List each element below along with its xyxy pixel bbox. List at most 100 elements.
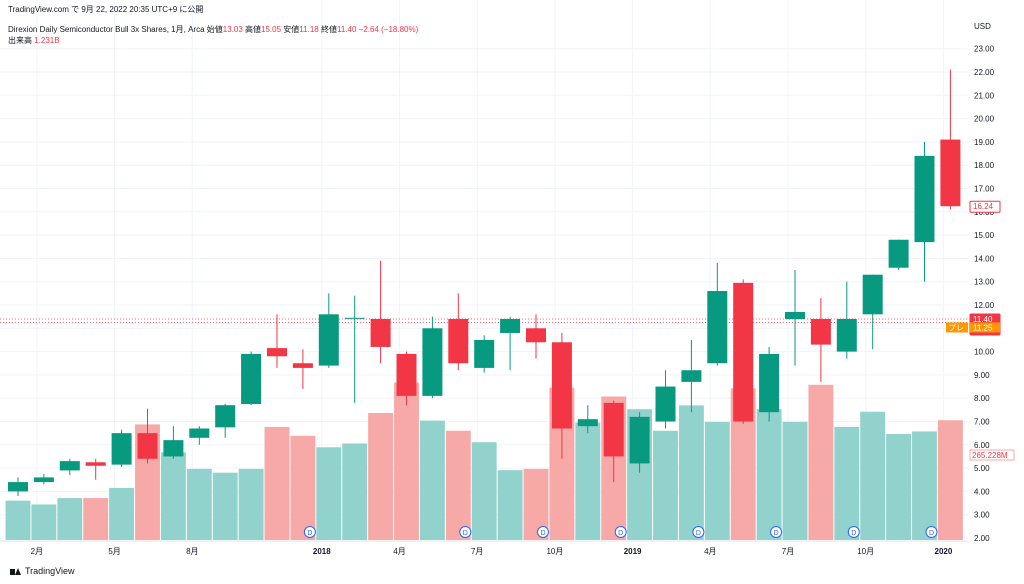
price-axis[interactable]: 23.0022.0021.0020.0019.0018.0017.0016.00… <box>968 0 1024 584</box>
volume-bar <box>264 426 290 540</box>
candle-body <box>318 314 339 366</box>
premarket-label-box <box>946 322 968 333</box>
time-tick-label: 10月 <box>857 547 874 556</box>
volume-bar <box>912 431 937 540</box>
close-label: 終値 <box>320 25 337 34</box>
price-tick-label: 3.00 <box>974 511 990 520</box>
candle-body <box>836 318 857 352</box>
volume-bar <box>394 382 419 540</box>
dividend-marker-icon <box>847 526 860 538</box>
candle-body <box>785 311 805 319</box>
volume-label[interactable]: 出来高 <box>8 36 32 45</box>
candle-body <box>810 318 831 345</box>
currency-label: USD <box>974 22 991 31</box>
volume-bar <box>445 430 471 540</box>
time-tick-label: 10月 <box>546 547 563 556</box>
price-tick-label: 18.00 <box>974 161 995 170</box>
candle-body <box>8 482 28 492</box>
price-tick-label: 22.00 <box>974 68 995 77</box>
price-tick-label: 5.00 <box>974 464 990 473</box>
candle-body <box>603 402 624 457</box>
volume-bar <box>212 472 238 540</box>
volume-bar <box>678 405 704 540</box>
volume-legend: 出来高 1.231B <box>8 35 60 46</box>
volume-bar <box>109 487 135 540</box>
dividend-marker-label: D <box>696 530 701 537</box>
price-tick-label: 14.00 <box>974 254 995 263</box>
candle-body <box>888 239 909 268</box>
volume-bar <box>937 420 963 540</box>
tradingview-watermark: TradingView <box>10 566 75 576</box>
candle-body <box>914 155 935 243</box>
time-tick-label: 2018 <box>313 547 331 556</box>
price-tick-label: 20.00 <box>974 115 995 124</box>
volume-bar <box>653 430 678 540</box>
watermark-text: TradingView <box>25 566 75 576</box>
volume-bar <box>316 447 342 540</box>
candle-body <box>137 433 158 459</box>
volume-bar <box>808 384 834 540</box>
candle-body <box>85 462 106 466</box>
volume-bar <box>160 452 186 540</box>
candle-body <box>189 428 210 438</box>
price-tick-label: 10.00 <box>974 348 995 357</box>
dividend-marker-label: D <box>618 530 623 537</box>
price-tick-label: 8.00 <box>974 394 990 403</box>
legend-row: Direxion Daily Semiconductor Bull 3x Sha… <box>8 24 418 35</box>
change-value: −2.64 (−18.80%) <box>358 25 419 34</box>
volume-bar <box>704 421 730 540</box>
dividend-marker-icon <box>537 526 549 538</box>
price-tick-label: 9.00 <box>974 371 990 380</box>
candle-body <box>111 433 132 465</box>
last-close-tag-text: 16.24 <box>973 202 994 211</box>
time-tick-label: 2月 <box>31 547 43 556</box>
volume-tag-box <box>969 449 1015 461</box>
dividend-marker-label: D <box>540 530 545 537</box>
candle-body <box>551 342 572 429</box>
candle-body <box>292 363 313 368</box>
price-tick-label: 17.00 <box>974 185 995 194</box>
high-value: 15.05 <box>261 25 282 34</box>
dividend-marker-icon <box>925 526 938 538</box>
time-tick-label: 5月 <box>108 547 120 556</box>
volume-bar <box>368 413 394 540</box>
tradingview-logo-icon <box>10 567 21 575</box>
candle-body <box>370 318 391 347</box>
time-tick-label: 8月 <box>186 547 198 556</box>
volume-bar <box>342 443 368 540</box>
time-tick-label: 4月 <box>704 547 716 556</box>
premarket-price-text: 11.25 <box>973 323 993 332</box>
volume-bar <box>83 498 109 540</box>
symbol-name[interactable]: Direxion Daily Semiconductor Bull 3x Sha… <box>8 25 205 34</box>
volume-bar <box>290 435 316 540</box>
candle-body <box>33 477 54 483</box>
price-tick-label: 13.00 <box>974 278 995 287</box>
dividend-marker-icon <box>459 526 472 538</box>
close-value: 11.40 <box>336 25 357 34</box>
dividend-marker-icon <box>303 526 316 538</box>
publish-caption: TradingView.com で 9月 22, 2022 20:35 UTC+… <box>8 5 204 14</box>
candle-body <box>163 440 184 457</box>
dividend-marker-icon <box>614 526 627 538</box>
price-tick-label: 15.00 <box>974 231 995 240</box>
open-value: 13.03 <box>222 25 243 34</box>
candle-body <box>422 328 443 396</box>
price-axis-background <box>968 0 1024 584</box>
price-tick-label: 12.00 <box>974 301 995 310</box>
candles <box>8 69 961 497</box>
volume-bar <box>5 500 31 540</box>
candle-body <box>215 405 236 428</box>
candle-body <box>267 348 287 357</box>
dividend-marker-icon <box>692 526 705 538</box>
current-price-tag-text: 11.40 <box>973 315 993 324</box>
time-tick-label: 2020 <box>935 547 953 556</box>
volume-tag-text: 265.228M <box>972 451 1008 460</box>
time-axis[interactable]: 2月 5月 8月 2018 4月 7月 10月 2019 4月 7月 10月 2020 <box>0 540 968 556</box>
volume-bar <box>238 468 264 540</box>
candle-body <box>759 353 780 413</box>
low-value: 11.18 <box>299 25 319 34</box>
volume-bar <box>886 433 912 540</box>
volume-bar <box>497 470 523 540</box>
last-close-tag-box <box>969 200 1001 213</box>
